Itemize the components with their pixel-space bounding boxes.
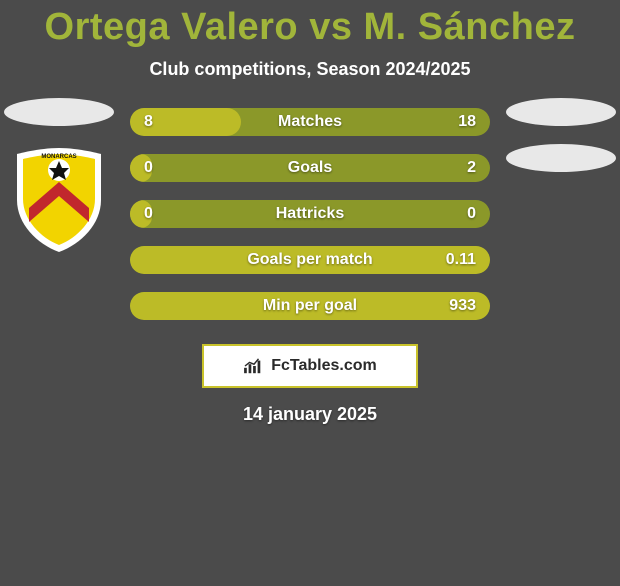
stat-right-value: 0.11 (446, 251, 476, 269)
stat-bar-hattricks: 0 Hattricks 0 (130, 200, 490, 228)
comparison-body: MONARCAS 8 Matches 18 0 Goals 2 (0, 108, 620, 320)
date-label: 14 january 2025 (0, 404, 620, 425)
stat-bar-goals: 0 Goals 2 (130, 154, 490, 182)
brand-watermark[interactable]: FcTables.com (202, 344, 418, 388)
page-title: Ortega Valero vs M. Sánchez (0, 6, 620, 49)
stat-right-value: 933 (449, 297, 476, 315)
stat-right-value: 2 (467, 159, 476, 177)
stat-label: Hattricks (130, 205, 490, 223)
stat-label: Matches (130, 113, 490, 131)
subtitle: Club competitions, Season 2024/2025 (0, 59, 620, 80)
club-badge-monarcas: MONARCAS (9, 144, 109, 254)
stat-right-value: 18 (458, 113, 476, 131)
stat-right-value: 0 (467, 205, 476, 223)
stat-bars: 8 Matches 18 0 Goals 2 0 Hattricks 0 Goa… (130, 108, 490, 320)
comparison-card: Ortega Valero vs M. Sánchez Club competi… (0, 6, 620, 586)
svg-text:MONARCAS: MONARCAS (41, 154, 76, 160)
bar-chart-icon (243, 357, 265, 375)
player-avatar-placeholder (506, 98, 616, 126)
player-avatar-placeholder (4, 98, 114, 126)
stat-bar-min-per-goal: Min per goal 933 (130, 292, 490, 320)
player-left-column: MONARCAS (4, 98, 114, 254)
player-right-column (506, 98, 616, 172)
brand-label: FcTables.com (271, 357, 377, 375)
stat-bar-matches: 8 Matches 18 (130, 108, 490, 136)
stat-label: Min per goal (130, 297, 490, 315)
stat-label: Goals per match (130, 251, 490, 269)
stat-label: Goals (130, 159, 490, 177)
club-badge-placeholder (506, 144, 616, 172)
shield-icon: MONARCAS (9, 144, 109, 254)
stat-bar-goals-per-match: Goals per match 0.11 (130, 246, 490, 274)
